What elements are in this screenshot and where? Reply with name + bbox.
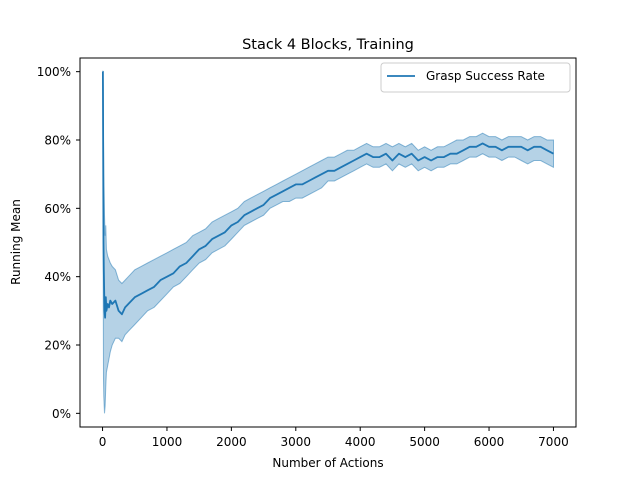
x-tick-label: 7000 [538, 435, 569, 449]
x-tick-label: 5000 [409, 435, 440, 449]
y-tick-label: 60% [44, 202, 71, 216]
chart-title: Stack 4 Blocks, Training [242, 37, 414, 53]
x-tick-label: 4000 [345, 435, 376, 449]
y-axis-ticks: 0% 20% 40% 60% 80% 100% [37, 65, 80, 421]
x-tick-label: 3000 [281, 435, 312, 449]
x-tick-label: 6000 [474, 435, 505, 449]
x-tick-label: 0 [99, 435, 107, 449]
y-tick-label: 100% [37, 65, 71, 79]
y-tick-label: 40% [44, 270, 71, 284]
y-tick-label: 80% [44, 134, 71, 148]
confidence-band [103, 72, 554, 414]
x-axis-label: Number of Actions [272, 456, 383, 470]
x-tick-label: 2000 [216, 435, 247, 449]
plot-frame [80, 58, 576, 427]
y-tick-label: 0% [52, 407, 71, 421]
legend: Grasp Success Rate [381, 63, 570, 92]
confidence-band-group [103, 72, 554, 414]
legend-entry-label: Grasp Success Rate [426, 69, 545, 83]
y-tick-label: 20% [44, 339, 71, 353]
y-axis-label: Running Mean [9, 199, 23, 285]
x-tick-label: 1000 [152, 435, 183, 449]
x-axis-ticks: 0 1000 2000 3000 4000 5000 6000 7000 [99, 427, 569, 449]
